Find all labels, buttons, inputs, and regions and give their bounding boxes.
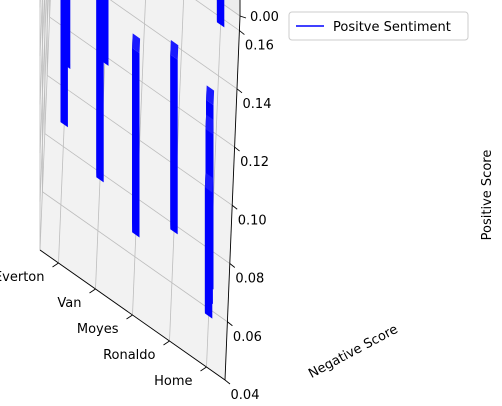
legend: Positve Sentiment (288, 11, 469, 41)
x-tick-label: Van (57, 296, 81, 311)
y-axis-label: Negative Score (306, 322, 400, 382)
x-tick (52, 262, 59, 268)
bar-front-face (132, 47, 140, 238)
y-tick-label: 0.10 (238, 213, 267, 228)
x-tick-label: Home (154, 374, 192, 389)
y-tick-label: 0.08 (235, 272, 264, 287)
y-tick-label: 0.06 (233, 330, 262, 345)
bar (204, 172, 213, 319)
y-tick-label: 0.16 (245, 39, 274, 54)
gridline-y (49, 16, 235, 148)
y-tick-label: 0.04 (231, 388, 260, 403)
x-tick (200, 366, 207, 372)
x-tick-label: Ronaldo (103, 348, 155, 363)
bar (132, 33, 141, 238)
bar-top-face (205, 114, 214, 135)
bar-front-face (170, 54, 178, 235)
bar-top-face (132, 33, 141, 54)
legend-label: Positve Sentiment (333, 20, 451, 35)
x-tick-label: Everton (0, 270, 45, 285)
gridline-z (39, 0, 51, 251)
bar-front-face (96, 0, 104, 183)
x-tick (89, 288, 96, 294)
y-tick (231, 204, 238, 210)
legend-box (288, 11, 469, 41)
gridline-y (46, 74, 233, 206)
y-tick (236, 88, 243, 94)
y-tick (239, 30, 245, 35)
bar (60, 0, 68, 128)
bar-front-face (60, 0, 68, 128)
x-tick (126, 314, 133, 320)
y-axis-line (224, 15, 241, 381)
y-tick (229, 263, 236, 268)
y-tick (234, 146, 240, 152)
gridline-y (195, 0, 240, 31)
bar-front-face (216, 0, 225, 28)
bar-top-face (170, 40, 179, 60)
bar (96, 0, 104, 183)
y-tick-label: 0.14 (243, 97, 272, 112)
x-tick-label: Moyes (77, 322, 119, 337)
gridline-z (39, 0, 49, 202)
bar-front-face (204, 187, 213, 319)
gridline-y (42, 191, 228, 323)
y-tick (224, 379, 231, 385)
chart-axes: Everton Van Moyes Ronaldo Home 0.04 0.06 0.08 0.… (0, 0, 279, 403)
bar (170, 40, 179, 235)
bar-top-face (206, 85, 215, 106)
gridline-z (39, 0, 45, 105)
y-tick (227, 321, 233, 327)
z-tick (239, 15, 247, 19)
gridline-x (132, 0, 146, 316)
z-tick-label: 0.00 (250, 10, 279, 25)
gridline-z (39, 0, 47, 153)
y-tick-label: 0.12 (240, 155, 269, 170)
bar-top-face (204, 172, 213, 193)
x-tick (163, 340, 170, 346)
gridline-y (109, 0, 238, 90)
z-axis-label: Positive Score (480, 150, 495, 241)
bar (216, 0, 225, 28)
chart-bars (60, 0, 225, 319)
